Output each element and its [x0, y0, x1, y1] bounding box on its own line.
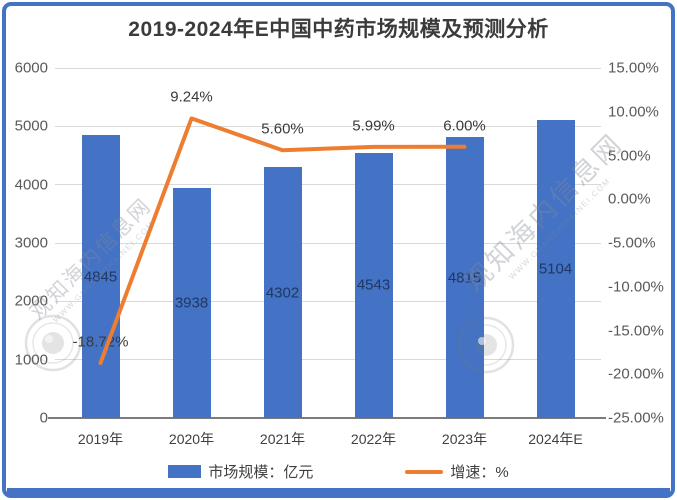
bar-2021年: [263, 167, 302, 418]
bar-series-label: 市场规模：亿元: [208, 464, 314, 481]
bottom-accent-bar: [7, 488, 670, 496]
chart-title: 2019-2024年E中国中药市场规模及预测分析: [128, 18, 549, 41]
right-axis-tick: 5.00%: [608, 147, 651, 164]
right-axis-tick: 0.00%: [608, 190, 651, 208]
x-axis-label-2019年: 2019年: [77, 431, 124, 447]
gridline: [55, 125, 601, 127]
growth-point-label: 5.60%: [261, 120, 304, 138]
right-axis-tick: -25.00%: [608, 409, 664, 427]
growth-point-label: 6.00%: [443, 117, 486, 135]
right-axis-tick: -5.00%: [608, 234, 656, 252]
left-axis-tick: 2000: [14, 292, 48, 310]
gridline: [55, 300, 601, 302]
gridline: [55, 359, 601, 361]
bar-value-label: 4845: [83, 268, 118, 286]
growth-point-label: 9.24%: [170, 88, 213, 106]
right-axis-tick: -15.00%: [608, 322, 664, 339]
bar-value-label: 4543: [356, 276, 391, 294]
line-series-label: 增速：%: [450, 464, 509, 481]
growth-line-path: [98, 116, 467, 366]
growth-point-label: -18.72%: [72, 333, 129, 351]
bar-series-swatch: [168, 465, 202, 478]
x-axis-label-2021年: 2021年: [259, 431, 306, 447]
left-axis-tick: 3000: [14, 234, 48, 252]
right-axis-tick: -20.00%: [608, 365, 664, 383]
bar-2022年: [354, 152, 393, 418]
bar-2020年: [172, 188, 211, 418]
right-axis-tick: 15.00%: [608, 59, 659, 77]
left-axis-tick: 0: [39, 409, 48, 427]
right-axis-tick: -10.00%: [608, 278, 664, 296]
left-axis-tick: 1000: [14, 351, 48, 369]
bar-value-label: 4302: [265, 284, 300, 302]
right-axis-tick: 10.00%: [608, 103, 659, 121]
left-axis-tick: 6000: [14, 59, 48, 77]
x-axis-label-2024年E: 2024年E: [528, 431, 583, 447]
bar-2024年E: [536, 120, 575, 418]
bar-value-label: 3938: [174, 294, 209, 312]
line-series-swatch: [405, 469, 444, 474]
x-axis-label-2022年: 2022年: [350, 431, 397, 447]
bar-2019年: [81, 135, 120, 418]
gridline: [55, 67, 601, 69]
x-axis-label-2020年: 2020年: [168, 431, 215, 447]
legend-item-growth: 增速：%: [405, 461, 509, 482]
left-axis-tick: 4000: [14, 176, 48, 194]
bar-value-label: 4815: [447, 269, 482, 287]
x-axis-line: [48, 417, 606, 419]
bar-2023年: [445, 137, 484, 418]
gridline: [55, 242, 601, 244]
legend: 市场规模：亿元 增速：%: [0, 461, 677, 482]
legend-item-market-size: 市场规模：亿元: [168, 461, 313, 482]
x-axis-label-2023年: 2023年: [441, 431, 488, 447]
growth-point-label: 5.99%: [352, 117, 395, 135]
left-axis-tick: 5000: [14, 117, 48, 135]
bar-value-label: 5104: [538, 260, 573, 278]
gridline: [55, 184, 601, 186]
